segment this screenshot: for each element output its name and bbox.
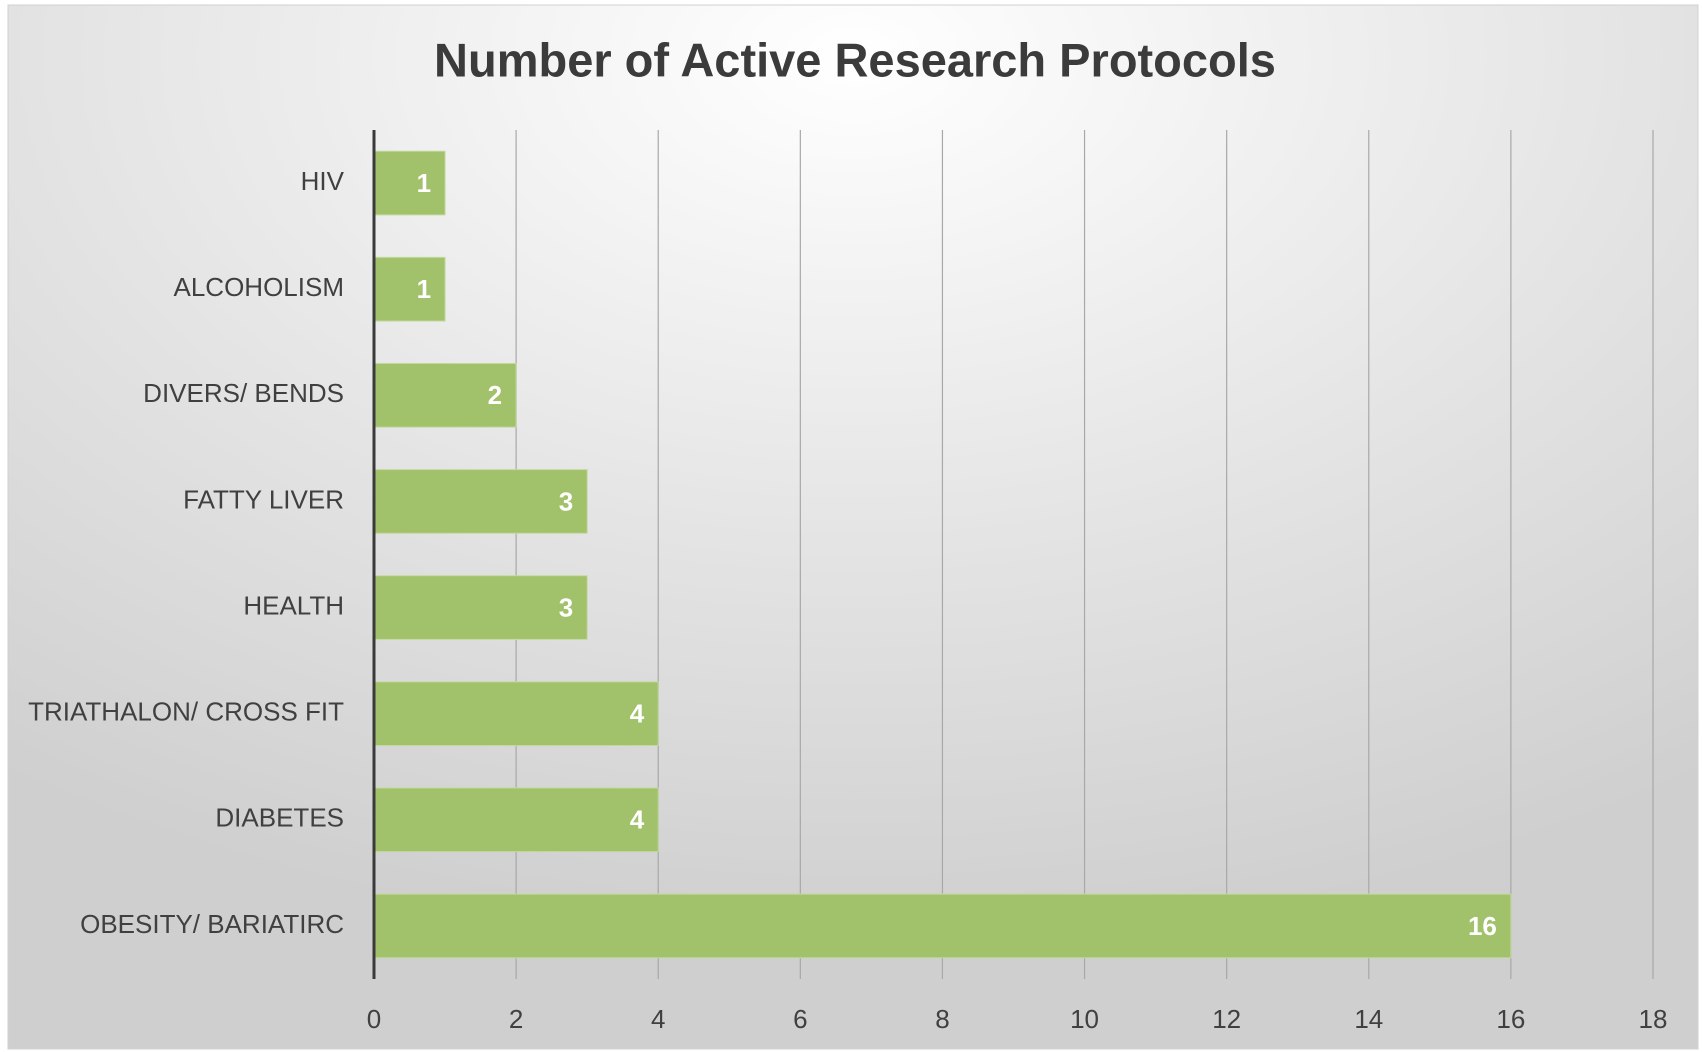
data-label: 1 — [417, 274, 431, 304]
x-tick-label: 12 — [1212, 1004, 1241, 1034]
bar — [373, 362, 517, 428]
chart-background — [7, 4, 1699, 1050]
data-label: 4 — [630, 805, 645, 835]
y-tick-label: ALCOHOLISM — [174, 272, 345, 302]
y-tick-label: FATTY LIVER — [183, 484, 344, 514]
bar — [373, 681, 659, 747]
x-tick-label: 14 — [1354, 1004, 1383, 1034]
chart-title: Number of Active Research Protocols — [434, 33, 1276, 86]
data-label: 3 — [559, 486, 573, 516]
y-tick-label: TRIATHALON/ CROSS FIT — [28, 697, 344, 727]
x-tick-label: 2 — [509, 1004, 523, 1034]
x-tick-label: 18 — [1639, 1004, 1668, 1034]
data-label: 1 — [417, 168, 431, 198]
bar — [373, 893, 1512, 959]
data-label: 4 — [630, 699, 645, 729]
y-tick-label: OBESITY/ BARIATIRC — [80, 909, 344, 939]
bar — [373, 150, 446, 216]
y-tick-label: DIABETES — [215, 803, 344, 833]
bar — [373, 787, 659, 853]
bar — [373, 469, 588, 534]
x-tick-label: 6 — [793, 1004, 807, 1034]
y-tick-label: DIVERS/ BENDS — [143, 378, 344, 408]
data-label: 2 — [488, 380, 502, 410]
bar — [373, 575, 588, 640]
x-tick-label: 0 — [367, 1004, 381, 1034]
x-tick-label: 4 — [651, 1004, 665, 1034]
x-tick-label: 16 — [1496, 1004, 1525, 1034]
data-label: 16 — [1468, 911, 1497, 941]
data-label: 3 — [559, 592, 573, 622]
y-tick-label: HIV — [301, 166, 345, 196]
x-tick-label: 10 — [1070, 1004, 1099, 1034]
bar — [373, 256, 446, 322]
x-tick-label: 8 — [935, 1004, 949, 1034]
y-tick-label: HEALTH — [243, 590, 344, 620]
